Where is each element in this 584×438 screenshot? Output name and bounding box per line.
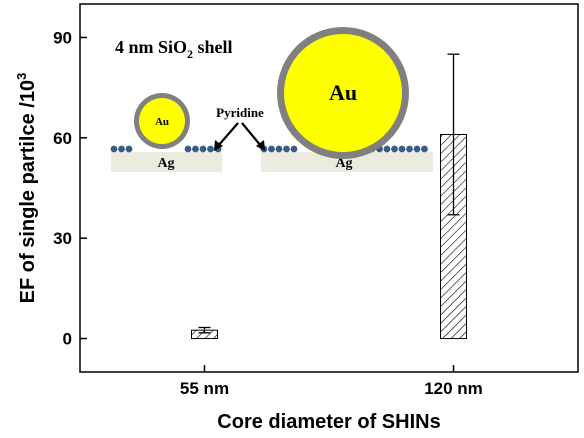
pyridine-arrow-left (217, 122, 239, 147)
shell-label-main: 4 nm SiO (115, 37, 187, 57)
small-au-label: Au (155, 116, 169, 128)
large-au-label: Au (329, 80, 357, 105)
bars (191, 53, 467, 340)
y-tick-label: 0 (63, 330, 72, 349)
inset-schematic: 4 nm SiO2 shell Ag Au Ag Au Pyridine (110, 27, 433, 172)
x-tick-label: 120 nm (424, 379, 483, 398)
plot-frame (79, 3, 579, 373)
x-axis: 55 nm 120 nm (180, 365, 483, 398)
small-au-core (139, 98, 185, 144)
pyridine-molecule (413, 145, 421, 153)
pyridine-molecule (406, 145, 413, 153)
pyridine-molecule (192, 145, 199, 153)
ag-substrate-left (111, 152, 222, 172)
pyridine-molecule (421, 145, 428, 153)
pyridine-arrowhead-right (256, 140, 265, 151)
pyridine-molecule (110, 145, 118, 153)
ag-substrate-right (261, 152, 433, 172)
pyridine-molecule (398, 145, 406, 153)
pyridine-molecule (125, 145, 133, 153)
pyridine-molecule (268, 145, 275, 153)
pyridine-molecule (383, 145, 391, 153)
pyridine-molecule (199, 145, 207, 153)
pyridine-molecule (118, 145, 125, 153)
y-axis-title: EF of single partilce /103 (14, 73, 39, 304)
pyridine-molecule (283, 145, 290, 153)
pyridine-arrow-right (241, 122, 262, 147)
y-axis: 0 30 60 90 (53, 28, 87, 349)
pyridine-molecule (184, 145, 192, 153)
y-tick-label: 30 (53, 229, 72, 248)
pyridine-molecule (207, 145, 214, 153)
pyridine-molecule (391, 145, 398, 153)
pyridine-molecule (275, 145, 283, 153)
large-au-core (284, 34, 402, 152)
shell-label-subscript: 2 (187, 47, 193, 61)
x-tick-label: 55 nm (180, 379, 229, 398)
y-axis-title-superscript: 3 (14, 73, 29, 80)
ag-substrate-left-label: Ag (157, 156, 174, 171)
y-axis-title-main: EF of single partilce /10 (17, 80, 39, 303)
pyridine-label: Pyridine (216, 105, 264, 120)
ag-substrate-right-label: Ag (335, 156, 352, 171)
pyridine-arrowhead-left (214, 140, 223, 151)
shell-label: 4 nm SiO2 shell (115, 37, 233, 61)
y-tick-label: 90 (53, 28, 72, 47)
pyridine-molecule (290, 145, 298, 153)
x-axis-title: Core diameter of SHINs (217, 411, 440, 433)
shell-label-suffix: shell (193, 37, 233, 57)
y-tick-label: 60 (53, 129, 72, 148)
